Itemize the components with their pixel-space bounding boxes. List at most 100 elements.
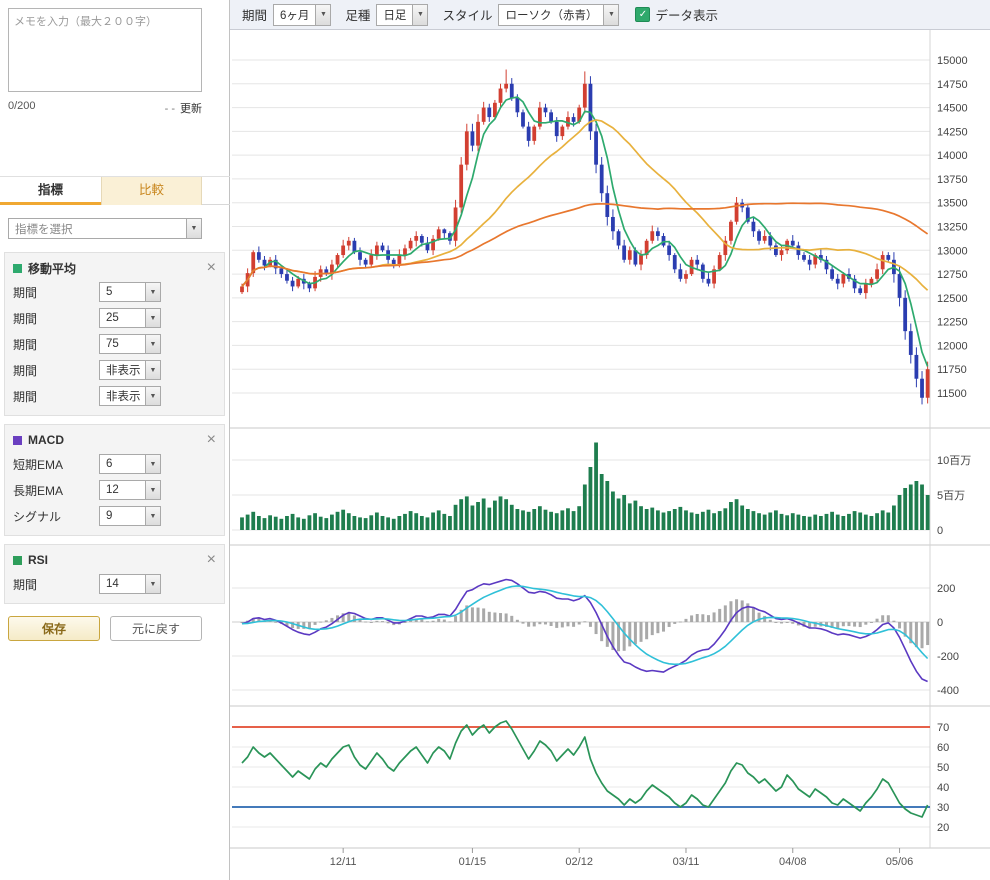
svg-text:12000: 12000: [937, 340, 968, 352]
svg-text:20: 20: [937, 822, 949, 834]
chevron-down-icon: ▼: [145, 335, 160, 353]
style-select[interactable]: ローソク（赤青） ▼: [498, 4, 619, 26]
sidebar-buttons: 保存 元に戻す: [8, 616, 202, 641]
chevron-down-icon: ▼: [145, 361, 160, 379]
macd-signal-select[interactable]: 9▼: [99, 506, 161, 526]
svg-text:14000: 14000: [937, 150, 968, 162]
svg-text:03/11: 03/11: [673, 856, 700, 868]
svg-text:13000: 13000: [937, 245, 968, 257]
panel-rsi: RSI × 期間 14▼: [4, 544, 225, 604]
color-swatch-icon: [13, 264, 22, 273]
svg-text:14250: 14250: [937, 126, 968, 138]
panel-title: MACD: [28, 433, 64, 447]
panel-header: RSI ×: [5, 549, 224, 571]
ma-row-3: 期間 75▼: [5, 331, 224, 357]
macd-short-ema-select[interactable]: 6▼: [99, 454, 161, 474]
svg-text:0: 0: [937, 525, 943, 537]
chart-toolbar: 期間 6ヶ月 ▼ 足種 日足 ▼ スタイル ローソク（赤青） ▼ ✓ データ表示: [230, 0, 990, 30]
reset-button[interactable]: 元に戻す: [110, 616, 202, 641]
chevron-down-icon: ▼: [145, 481, 160, 499]
panel-macd: MACD × 短期EMA 6▼ 長期EMA 12▼ シグナル 9▼: [4, 424, 225, 536]
bar-type-label: 足種: [345, 5, 370, 24]
macd-row-3: シグナル 9▼: [5, 503, 224, 529]
svg-text:12750: 12750: [937, 269, 968, 281]
svg-text:15000: 15000: [937, 55, 968, 67]
svg-text:12/11: 12/11: [330, 856, 357, 868]
chevron-down-icon: ▼: [315, 5, 330, 25]
memo-input[interactable]: [8, 8, 202, 92]
save-button[interactable]: 保存: [8, 616, 100, 641]
chevron-down-icon: ▼: [145, 455, 160, 473]
svg-text:40: 40: [937, 782, 949, 794]
ma-row-1: 期間 5▼: [5, 279, 224, 305]
ma-period-2-select[interactable]: 25▼: [99, 308, 161, 328]
svg-text:200: 200: [937, 583, 955, 595]
svg-text:13750: 13750: [937, 174, 968, 186]
ma-period-4-select[interactable]: 非表示▼: [99, 360, 161, 380]
ma-period-5-select[interactable]: 非表示▼: [99, 386, 161, 406]
svg-text:11750: 11750: [937, 364, 967, 376]
svg-text:30: 30: [937, 802, 949, 814]
svg-text:12500: 12500: [937, 293, 968, 305]
svg-text:13250: 13250: [937, 221, 968, 233]
close-icon[interactable]: ×: [207, 549, 216, 571]
ma-period-3-select[interactable]: 75▼: [99, 334, 161, 354]
svg-text:14500: 14500: [937, 103, 968, 115]
memo-update-button[interactable]: - -更新: [165, 100, 202, 116]
indicator-select[interactable]: 指標を選択 ▼: [8, 218, 202, 239]
ma-row-2: 期間 25▼: [5, 305, 224, 331]
svg-text:0: 0: [937, 617, 943, 629]
data-display-label: データ表示: [655, 5, 718, 24]
tab-indicators[interactable]: 指標: [0, 177, 101, 205]
chevron-down-icon: ▼: [145, 387, 160, 405]
chevron-down-icon: ▼: [412, 5, 427, 25]
ma-row-4: 期間 非表示▼: [5, 357, 224, 383]
svg-text:70: 70: [937, 722, 949, 734]
svg-text:-400: -400: [937, 685, 959, 697]
close-icon[interactable]: ×: [207, 257, 216, 279]
svg-text:04/08: 04/08: [779, 856, 807, 868]
chevron-down-icon: ▼: [603, 5, 618, 25]
chevron-down-icon: ▼: [186, 219, 201, 238]
chevron-down-icon: ▼: [145, 309, 160, 327]
memo-status-row: 0/200 - -更新: [8, 100, 202, 116]
tab-compare[interactable]: 比較: [101, 177, 202, 205]
svg-text:5百万: 5百万: [937, 490, 965, 502]
panel-header: 移動平均 ×: [5, 257, 224, 279]
rsi-period-select[interactable]: 14▼: [99, 574, 161, 594]
panel-title: RSI: [28, 553, 48, 567]
chevron-down-icon: ▼: [145, 283, 160, 301]
svg-text:-200: -200: [937, 651, 959, 663]
panel-moving-average: 移動平均 × 期間 5▼ 期間 25▼ 期間 75▼ 期間 非表示▼ 期間 非表…: [4, 252, 225, 416]
macd-long-ema-select[interactable]: 12▼: [99, 480, 161, 500]
svg-text:02/12: 02/12: [565, 856, 593, 868]
rsi-row-1: 期間 14▼: [5, 571, 224, 597]
color-swatch-icon: [13, 556, 22, 565]
panel-title: 移動平均: [28, 260, 76, 277]
check-icon: ✓: [639, 9, 647, 20]
svg-text:10百万: 10百万: [937, 455, 971, 467]
period-label: 期間: [242, 5, 267, 24]
close-icon[interactable]: ×: [207, 429, 216, 451]
svg-text:60: 60: [937, 742, 949, 754]
memo-updated-value: - -: [165, 103, 175, 115]
chevron-down-icon: ▼: [145, 507, 160, 525]
chart-area[interactable]: 1500014750145001425014000137501350013250…: [230, 30, 990, 880]
chevron-down-icon: ▼: [145, 575, 160, 593]
candlestick-volume-macd-rsi-chart[interactable]: 1500014750145001425014000137501350013250…: [230, 30, 990, 880]
bar-type-select[interactable]: 日足 ▼: [376, 4, 428, 26]
stock-chart-app: 0/200 - -更新 指標 比較 指標を選択 ▼ 移動平均 × 期間 5▼: [0, 0, 990, 880]
svg-text:01/15: 01/15: [459, 856, 487, 868]
svg-text:13500: 13500: [937, 198, 968, 210]
memo-counter: 0/200: [8, 100, 36, 116]
data-display-checkbox[interactable]: ✓: [635, 7, 650, 22]
svg-text:11500: 11500: [937, 388, 967, 400]
style-label: スタイル: [442, 5, 492, 24]
color-swatch-icon: [13, 436, 22, 445]
sidebar: 0/200 - -更新 指標 比較 指標を選択 ▼ 移動平均 × 期間 5▼: [0, 0, 230, 880]
ma-period-1-select[interactable]: 5▼: [99, 282, 161, 302]
svg-text:12250: 12250: [937, 317, 968, 329]
ma-row-5: 期間 非表示▼: [5, 383, 224, 409]
panel-header: MACD ×: [5, 429, 224, 451]
period-select[interactable]: 6ヶ月 ▼: [273, 4, 331, 26]
